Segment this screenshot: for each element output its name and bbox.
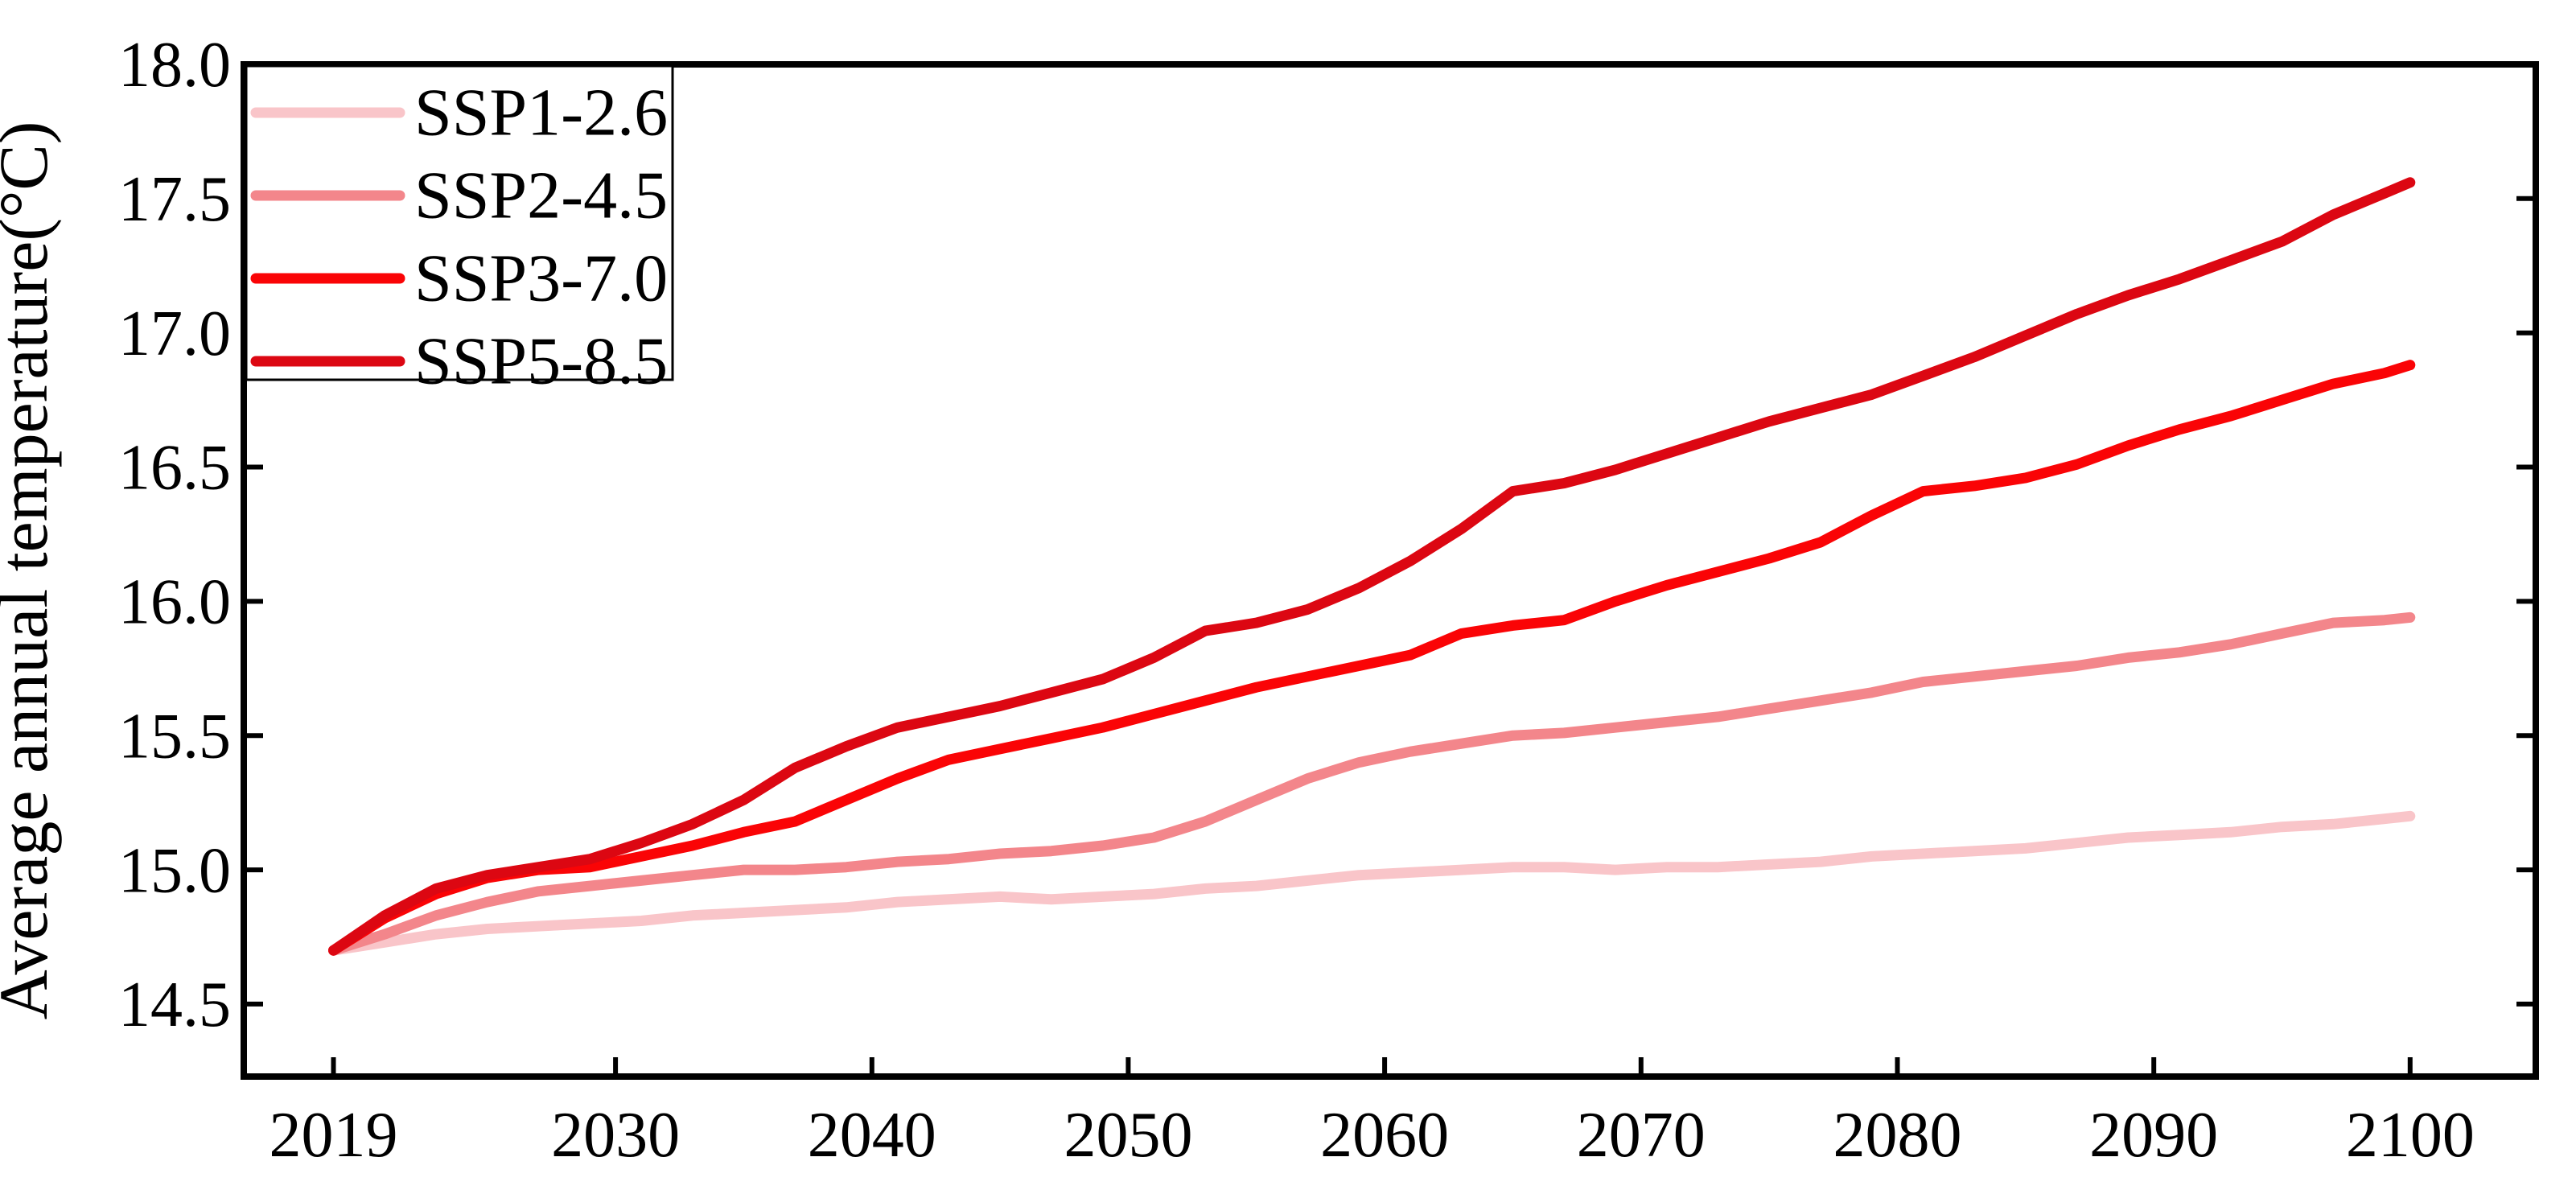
y-tick-label: 16.5	[118, 433, 231, 504]
series-line-ssp2-4.5	[328, 611, 2416, 956]
legend: SSP1-2.6 SSP2-4.5 SSP3-7.0 SSP5-8.5	[245, 64, 674, 399]
x-tick-label: 2040	[808, 1100, 936, 1171]
legend-label: SSP1-2.6	[414, 76, 668, 150]
y-tick-label: 17.0	[118, 299, 231, 369]
x-tick-label: 2060	[1320, 1100, 1449, 1171]
legend-box	[245, 64, 674, 381]
y-axis-title: Average annual temperature(°C)	[0, 121, 62, 1020]
legend-label: SSP3-7.0	[414, 241, 668, 316]
legend-entry-ssp1-2.6: SSP1-2.6	[250, 76, 668, 150]
y-tick-label: 15.5	[118, 701, 231, 772]
x-tick-labels: 2019 2030 2040 2050 2060 2070 2080 2090 2100	[270, 1100, 2475, 1171]
y-tick-label: 16.0	[118, 567, 231, 638]
y-tick-label: 15.0	[118, 835, 231, 906]
x-tick-label: 2090	[2089, 1100, 2218, 1171]
legend-label: SSP5-8.5	[414, 324, 668, 399]
x-tick-label: 2080	[1833, 1100, 1961, 1171]
x-tick-label: 2019	[270, 1100, 398, 1171]
legend-entry-ssp3-7.0: SSP3-7.0	[250, 241, 668, 316]
y-tick-label: 17.5	[118, 164, 231, 235]
series-line-ssp1-2.6	[328, 810, 2416, 956]
x-tick-label: 2050	[1064, 1100, 1192, 1171]
legend-entry-ssp2-4.5: SSP2-4.5	[250, 159, 668, 233]
series-line-ssp5-8.5	[328, 177, 2416, 956]
x-tick-label: 2100	[2346, 1100, 2475, 1171]
y-tick-labels: 14.5 15.0 15.5 16.0 16.5 17.0 17.5 18.0	[118, 30, 231, 1040]
y-tick-label: 18.0	[118, 30, 231, 101]
y-tick-label: 14.5	[118, 970, 231, 1040]
legend-label: SSP2-4.5	[414, 159, 668, 233]
x-tick-label: 2070	[1577, 1100, 1706, 1171]
plot-area-box	[241, 61, 2539, 1080]
series-line-ssp3-7.0	[328, 360, 2416, 956]
series-group	[328, 177, 2416, 956]
x-tick-label: 2030	[551, 1100, 680, 1171]
legend-entry-ssp5-8.5: SSP5-8.5	[250, 324, 668, 399]
